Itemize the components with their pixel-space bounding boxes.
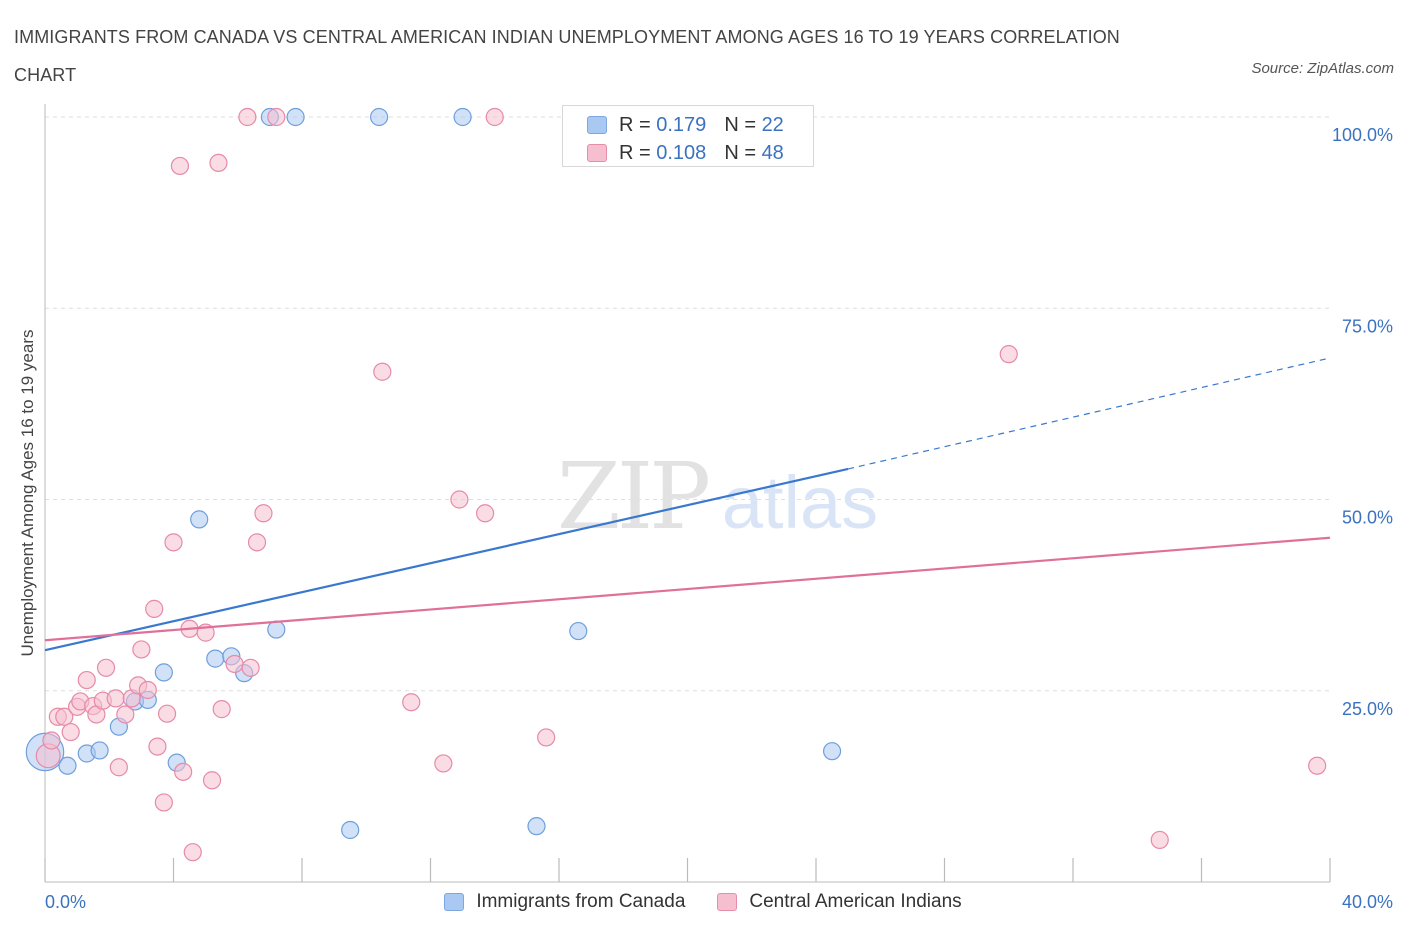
point-canada — [370, 107, 389, 127]
point-central-american — [61, 722, 80, 742]
legend-swatch-canada — [444, 893, 465, 911]
point-canada — [267, 620, 286, 639]
point-central-american — [170, 156, 190, 176]
point-central-american — [138, 680, 157, 700]
point-central-american — [434, 754, 453, 773]
source-label: Source: ZipAtlas.com — [1251, 60, 1394, 77]
point-central-american — [42, 731, 61, 750]
axes — [44, 104, 1331, 883]
point-central-american — [202, 771, 222, 790]
n-value: 48 — [761, 141, 784, 164]
point-central-american — [96, 658, 116, 677]
point-central-american — [238, 107, 257, 127]
point-central-american — [174, 762, 193, 781]
point-central-american — [247, 533, 267, 552]
point-central-american — [109, 758, 128, 777]
point-central-american — [77, 670, 96, 690]
trend-line-canada-extension — [847, 357, 1331, 470]
point-central-american — [373, 362, 392, 381]
legend-swatch-central-american — [587, 144, 607, 162]
legend-item-central-american: Central American Indians — [717, 891, 962, 913]
legend-swatch-central-american — [717, 893, 738, 911]
point-central-american — [183, 843, 202, 862]
point-canada — [190, 510, 209, 529]
point-central-american — [1308, 756, 1327, 775]
watermark-atlas: atlas — [722, 461, 878, 544]
point-central-american — [999, 345, 1018, 364]
point-central-american — [402, 693, 421, 712]
legend-swatch-canada — [587, 116, 607, 134]
point-central-american — [132, 640, 151, 659]
point-central-american — [106, 689, 125, 708]
n-value: 22 — [761, 113, 784, 136]
point-central-american — [267, 107, 286, 127]
y-tick-label: 25.0% — [1342, 699, 1393, 719]
point-central-american — [148, 737, 167, 756]
point-canada — [154, 663, 173, 682]
point-central-american — [476, 504, 495, 523]
watermark-zip: ZIP — [557, 443, 708, 550]
legend-label-central-american: Central American Indians — [749, 891, 962, 912]
tick-labels: 100.0% 75.0% 50.0% 25.0% 0.0% 40.0% — [45, 125, 1393, 912]
trend-line-central-american — [44, 536, 1331, 642]
r-value: 0.108 — [656, 141, 707, 164]
trend-lines — [44, 357, 1331, 652]
grid — [45, 116, 1330, 692]
point-central-american — [485, 107, 504, 127]
point-canada — [286, 107, 305, 127]
y-tick-label: 100.0% — [1332, 125, 1393, 145]
series-legend: Immigrants from Canada Central American … — [0, 889, 1406, 915]
legend-item-canada: Immigrants from Canada — [444, 891, 685, 913]
r-value: 0.179 — [656, 113, 707, 136]
n-label: N = — [724, 113, 756, 136]
point-canada — [90, 741, 109, 760]
point-central-american — [157, 704, 177, 723]
point-canada — [206, 649, 225, 668]
y-tick-label: 75.0% — [1342, 316, 1393, 336]
point-central-american — [209, 153, 228, 172]
x-tick-label: 0.0% — [45, 892, 86, 912]
legend-row-central-american: R = 0.108 N = 48 — [587, 142, 784, 164]
point-central-american — [154, 793, 173, 812]
data-points — [25, 107, 1327, 862]
point-canada — [822, 742, 842, 761]
point-canada — [569, 621, 588, 641]
point-central-american — [145, 599, 164, 618]
legend-label-canada: Immigrants from Canada — [476, 891, 686, 912]
point-central-american — [164, 533, 183, 552]
watermark: ZIP atlas — [557, 443, 878, 550]
trend-line-canada — [44, 467, 849, 652]
x-tick-label: 40.0% — [1342, 892, 1393, 912]
correlation-legend: R = 0.179 N = 22 R = 0.108 N = 48 — [562, 105, 814, 167]
n-label: N = — [724, 141, 756, 164]
point-central-american — [241, 658, 260, 677]
legend-row-canada: R = 0.179 N = 22 — [587, 114, 784, 136]
point-central-american — [1150, 830, 1169, 850]
r-label: R = — [619, 113, 651, 136]
point-central-american — [55, 707, 74, 726]
chart-title: IMMIGRANTS FROM CANADA VS CENTRAL AMERIC… — [14, 27, 1120, 85]
point-canada — [453, 107, 472, 127]
point-central-american — [212, 700, 231, 719]
point-central-american — [254, 504, 273, 523]
point-central-american — [225, 654, 244, 674]
point-canada — [58, 756, 77, 775]
r-label: R = — [619, 141, 651, 164]
point-central-american — [537, 728, 556, 747]
y-axis-label: Unemployment Among Ages 16 to 19 years — [18, 329, 37, 657]
point-central-american — [116, 705, 135, 724]
point-canada — [527, 817, 546, 836]
point-central-american — [450, 490, 469, 509]
y-tick-label: 50.0% — [1342, 508, 1393, 528]
point-canada — [341, 820, 360, 840]
